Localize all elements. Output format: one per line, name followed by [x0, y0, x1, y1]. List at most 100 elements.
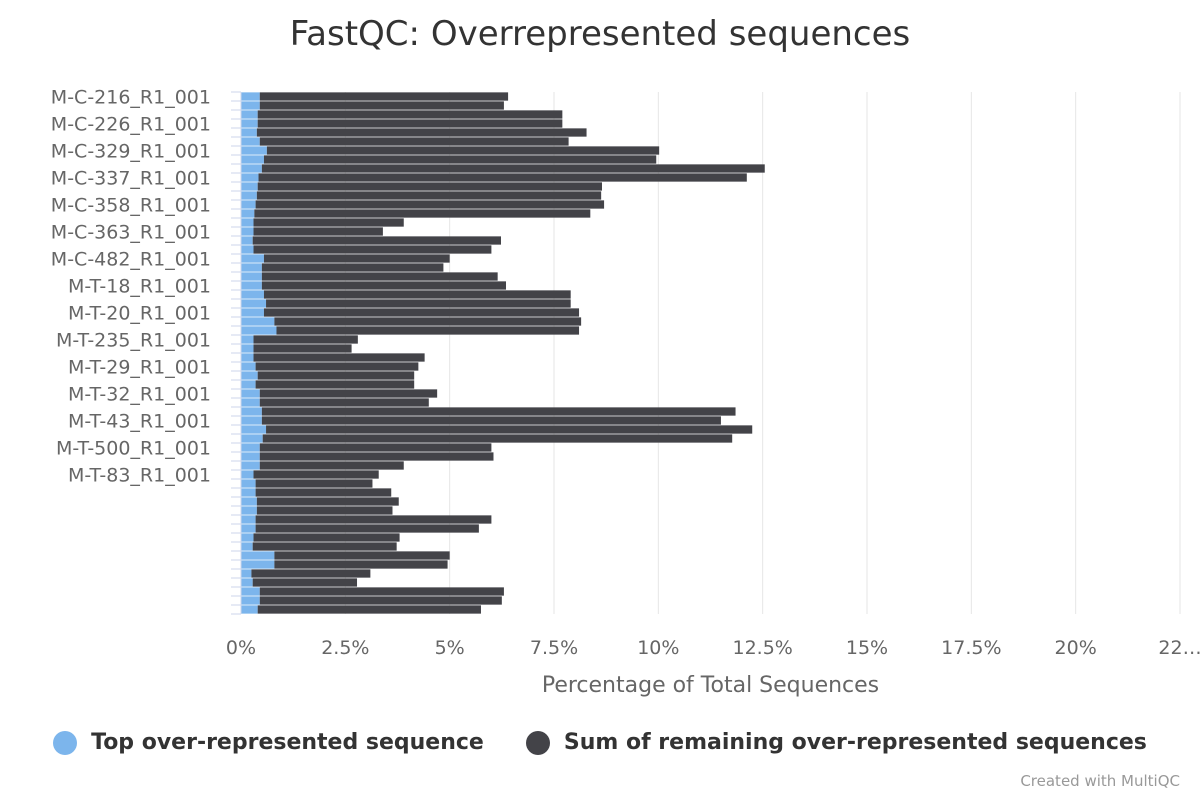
bar-top-sequence	[241, 524, 256, 533]
bar-remaining-sequences	[255, 380, 415, 389]
bar-top-sequence	[241, 173, 259, 182]
chart-title: FastQC: Overrepresented sequences	[289, 14, 911, 54]
bar-top-sequence	[241, 506, 257, 515]
bar-remaining-sequences	[253, 335, 358, 344]
bar-remaining-sequences	[263, 290, 571, 299]
bar-top-sequence	[241, 479, 256, 488]
legend-label-remaining: Sum of remaining over-represented sequen…	[563, 730, 1147, 755]
legend-item-top-sequence[interactable]: Top over-represented sequence	[53, 730, 484, 755]
bar-remaining-sequences	[274, 317, 582, 326]
bar-remaining-sequences	[256, 128, 587, 137]
bar-remaining-sequences	[259, 92, 509, 101]
bar-top-sequence	[241, 596, 260, 605]
bar-top-sequence	[241, 92, 260, 101]
y-category-label: M-C-216_R1_001	[51, 87, 211, 109]
bar-top-sequence	[241, 299, 267, 308]
bar-remaining-sequences	[251, 569, 371, 578]
bar-remaining-sequences	[274, 551, 450, 560]
bar-remaining-sequences	[253, 227, 383, 236]
y-category-label: M-T-18_R1_001	[68, 276, 211, 298]
bar-top-sequence	[241, 317, 275, 326]
y-category-label: M-T-500_R1_001	[56, 438, 211, 460]
bar-remaining-sequences	[255, 200, 605, 209]
bar-top-sequence	[241, 236, 253, 245]
bar-remaining-sequences	[253, 470, 379, 479]
bar-remaining-sequences	[255, 524, 479, 533]
bar-top-sequence	[241, 569, 252, 578]
legend-swatch-top-icon	[53, 730, 78, 755]
y-category-label: M-T-20_R1_001	[68, 303, 211, 325]
bar-top-sequence	[241, 308, 264, 317]
bar-top-sequence	[241, 497, 257, 506]
bar-top-sequence	[241, 452, 260, 461]
bar-top-sequence	[241, 533, 254, 542]
bar-remaining-sequences	[253, 218, 404, 227]
bar-top-sequence	[241, 578, 253, 587]
bar-remaining-sequences	[261, 272, 498, 281]
bar-remaining-sequences	[261, 263, 444, 272]
y-category-label: M-T-32_R1_001	[68, 384, 211, 406]
bar-top-sequence	[241, 119, 258, 128]
bar-remaining-sequences	[259, 137, 569, 146]
bar-top-sequence	[241, 434, 263, 443]
bar-remaining-sequences	[255, 362, 419, 371]
bar-remaining-sequences	[261, 407, 736, 416]
bar-top-sequence	[241, 245, 254, 254]
bar-remaining-sequences	[252, 578, 358, 587]
bar-remaining-sequences	[253, 245, 492, 254]
bar-remaining-sequences	[259, 389, 438, 398]
x-tick-label: 22…	[1158, 637, 1200, 659]
bar-top-sequence	[241, 398, 260, 407]
bar-top-sequence	[241, 263, 262, 272]
x-tick-label: 15%	[846, 637, 888, 659]
bar-top-sequence	[241, 200, 256, 209]
y-category-label: M-T-83_R1_001	[68, 465, 211, 487]
bar-remaining-sequences	[261, 164, 765, 173]
bar-remaining-sequences	[259, 452, 494, 461]
bar-top-sequence	[241, 191, 257, 200]
x-tick-label: 20%	[1055, 637, 1097, 659]
bar-remaining-sequences	[261, 416, 721, 425]
bar-top-sequence	[241, 128, 257, 137]
bar-top-sequence	[241, 281, 262, 290]
bar-top-sequence	[241, 542, 253, 551]
bar-top-sequence	[241, 470, 254, 479]
credits-text[interactable]: Created with MultiQC	[1020, 772, 1180, 790]
bar-top-sequence	[241, 515, 256, 524]
bar-remaining-sequences	[252, 542, 397, 551]
bar-top-sequence	[241, 290, 264, 299]
bar-top-sequence	[241, 371, 258, 380]
bar-top-sequence	[241, 272, 262, 281]
legend: Top over-represented sequence Sum of rem…	[0, 730, 1200, 755]
bar-remaining-sequences	[255, 515, 492, 524]
bar-remaining-sequences	[263, 308, 580, 317]
bar-top-sequence	[241, 353, 254, 362]
y-category-label: M-T-29_R1_001	[68, 357, 211, 379]
bar-top-sequence	[241, 326, 277, 335]
bar-top-sequence	[241, 182, 258, 191]
bar-remaining-sequences	[276, 326, 580, 335]
bar-remaining-sequences	[266, 299, 571, 308]
legend-item-remaining-sequences[interactable]: Sum of remaining over-represented sequen…	[525, 730, 1147, 755]
bar-remaining-sequences	[252, 236, 501, 245]
bar-remaining-sequences	[262, 434, 733, 443]
y-category-label: M-C-329_R1_001	[51, 141, 211, 163]
x-tick-label: 5%	[435, 637, 465, 659]
x-axis-title: Percentage of Total Sequences	[542, 673, 879, 698]
bar-remaining-sequences	[259, 398, 429, 407]
bar-remaining-sequences	[258, 173, 747, 182]
bar-top-sequence	[241, 155, 264, 164]
y-category-label: M-C-337_R1_001	[51, 168, 211, 190]
bar-remaining-sequences	[259, 443, 492, 452]
bar-top-sequence	[241, 587, 260, 596]
bar-remaining-sequences	[261, 281, 507, 290]
bar-remaining-sequences	[256, 506, 393, 515]
y-category-label: M-C-358_R1_001	[51, 195, 211, 217]
y-category-label: M-T-43_R1_001	[68, 411, 211, 433]
bar-remaining-sequences	[253, 344, 352, 353]
bar-top-sequence	[241, 551, 275, 560]
x-tick-label: 12.5%	[732, 637, 792, 659]
bar-remaining-sequences	[256, 497, 399, 506]
bar-remaining-sequences	[259, 461, 404, 470]
bar-remaining-sequences	[259, 587, 504, 596]
